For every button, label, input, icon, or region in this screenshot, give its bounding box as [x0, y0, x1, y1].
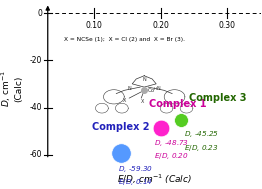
Text: -60: -60 — [30, 150, 42, 159]
Text: N: N — [142, 77, 146, 82]
Text: 0.20: 0.20 — [152, 21, 169, 30]
Text: N: N — [157, 86, 160, 91]
Text: $D$, -48.73
$E/D$, 0.20: $D$, -48.73 $E/D$, 0.20 — [154, 138, 189, 161]
Text: Complex 2: Complex 2 — [92, 122, 150, 132]
Text: Co$^{II}$: Co$^{II}$ — [147, 86, 158, 95]
Text: $D$, cm$^{-1}$
(Calc): $D$, cm$^{-1}$ (Calc) — [0, 70, 23, 107]
Text: X: X — [123, 98, 126, 103]
Text: 0.10: 0.10 — [86, 21, 103, 30]
Text: -40: -40 — [30, 103, 42, 112]
Text: Complex 1: Complex 1 — [149, 99, 206, 109]
Text: 0: 0 — [37, 9, 42, 18]
Text: $D$, -45.25
$E/D$, 0.23: $D$, -45.25 $E/D$, 0.23 — [184, 129, 219, 153]
Text: $D$, -59.30
$E/D$, 0.14: $D$, -59.30 $E/D$, 0.14 — [118, 164, 153, 187]
Text: 0.30: 0.30 — [219, 21, 236, 30]
Text: X = NCSe (1);  X = Cl (2) and  X = Br (3).: X = NCSe (1); X = Cl (2) and X = Br (3). — [64, 37, 185, 42]
Text: -20: -20 — [30, 56, 42, 65]
Text: $E/D$, cm$^{-1}$ (Calc): $E/D$, cm$^{-1}$ (Calc) — [117, 173, 192, 186]
Text: X: X — [141, 99, 144, 104]
Text: N: N — [128, 86, 132, 91]
Text: Complex 3: Complex 3 — [189, 94, 246, 103]
